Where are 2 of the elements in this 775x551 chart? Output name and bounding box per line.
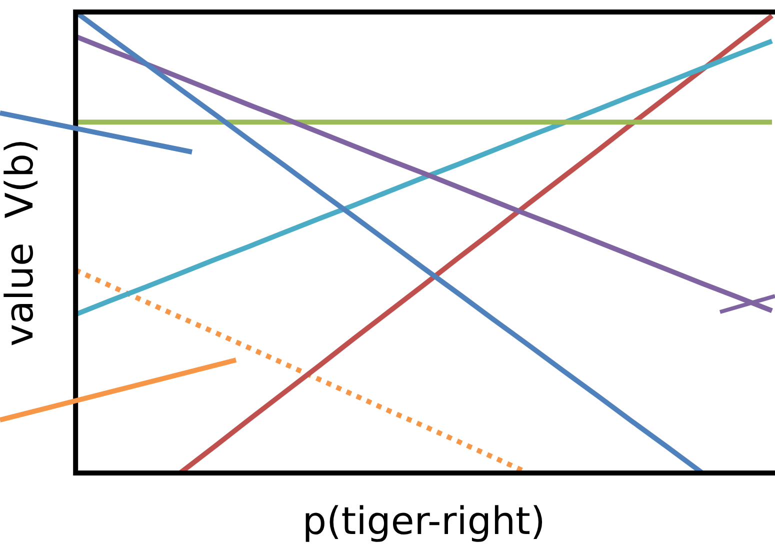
x-axis-title: p(tiger-right) [302,499,546,544]
y-axis-title: value V(b) [0,138,42,346]
